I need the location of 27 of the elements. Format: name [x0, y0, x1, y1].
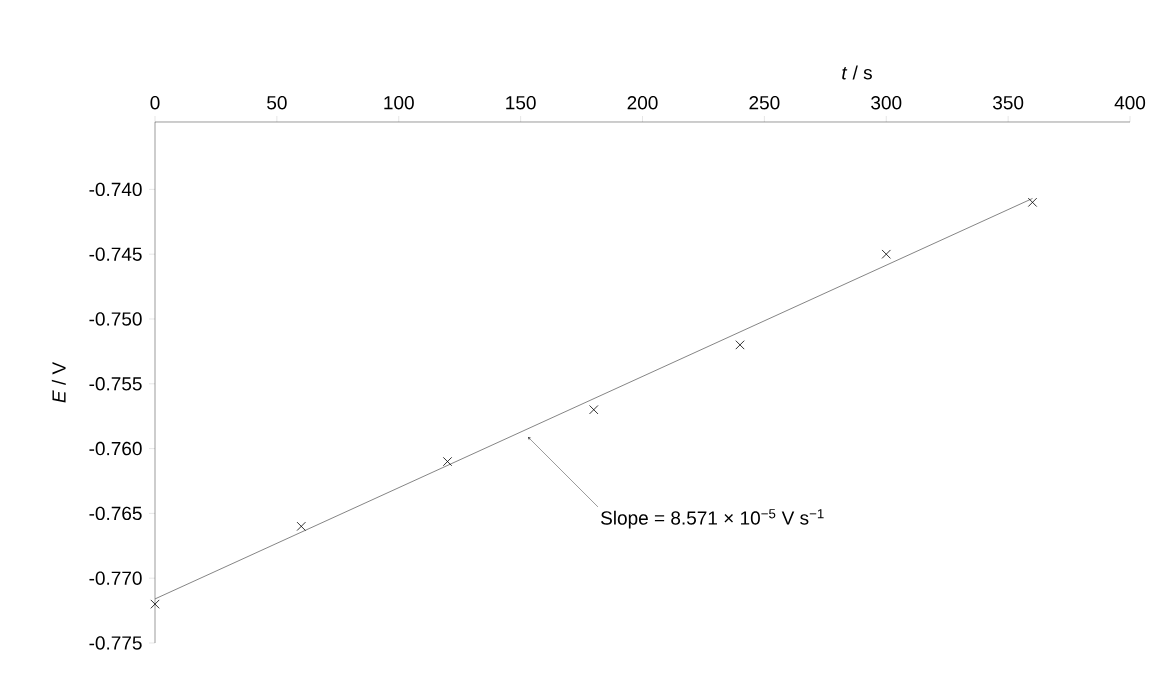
x-tick-label: 400	[1114, 96, 1146, 110]
point	[150, 599, 160, 609]
x-axis-title: t / s	[842, 65, 872, 80]
x-tick-label: 300	[871, 96, 902, 110]
x-tick-label: 50	[267, 96, 287, 110]
y-tick-label: -0.755	[89, 377, 142, 391]
y-tick-label: -0.770	[89, 571, 142, 585]
point	[296, 521, 306, 531]
point	[589, 405, 599, 415]
x-tick-label: 0	[150, 96, 160, 110]
x-tick-label: 250	[749, 96, 780, 110]
x-tick-label: 350	[993, 96, 1024, 110]
y-tick-label: -0.775	[89, 636, 142, 650]
point	[442, 456, 453, 467]
x-tick-label: 200	[627, 96, 658, 110]
annotation: Slope = 8.571 × 10$^{−5}$ V s$^{−1}$	[601, 509, 824, 529]
point	[735, 340, 745, 350]
y-axis-title: E / V	[51, 361, 66, 403]
x-tick-label: 150	[506, 96, 536, 110]
point	[881, 249, 891, 259]
y-tick-label: -0.750	[89, 312, 142, 326]
y-tick-label: -0.765	[89, 506, 142, 521]
y-tick-label: -0.745	[89, 247, 142, 261]
y-tick-label: -0.740	[89, 182, 142, 197]
x-tick-label: 100	[384, 96, 414, 110]
y-tick-label: -0.760	[89, 441, 142, 456]
point	[1027, 197, 1038, 207]
